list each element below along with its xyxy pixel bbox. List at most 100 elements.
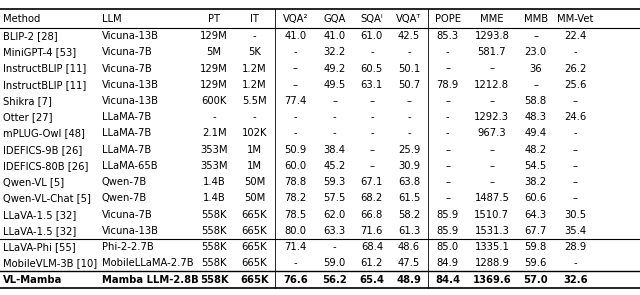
Text: 62.0: 62.0	[324, 210, 346, 219]
Text: MobileLLaMA-2.7B: MobileLLaMA-2.7B	[102, 258, 193, 268]
Text: -: -	[407, 112, 411, 122]
Text: 61.3: 61.3	[398, 226, 420, 236]
Text: Vicuna-7B: Vicuna-7B	[102, 210, 152, 219]
Text: –: –	[533, 80, 538, 90]
Text: 1.2M: 1.2M	[242, 64, 267, 73]
Text: 30.9: 30.9	[398, 161, 420, 171]
Text: 558K: 558K	[202, 258, 227, 268]
Text: InstructBLIP [11]: InstructBLIP [11]	[3, 64, 86, 73]
Text: 49.5: 49.5	[324, 80, 346, 90]
Text: 665K: 665K	[240, 275, 269, 284]
Text: -: -	[446, 112, 449, 122]
Text: 85.0: 85.0	[436, 242, 459, 252]
Text: –: –	[293, 80, 298, 90]
Text: 50.9: 50.9	[284, 145, 307, 155]
Text: -: -	[370, 112, 374, 122]
Text: 66.8: 66.8	[361, 210, 383, 219]
Text: BLIP-2 [28]: BLIP-2 [28]	[3, 31, 57, 41]
Text: Vicuna-13B: Vicuna-13B	[102, 80, 159, 90]
Text: 558K: 558K	[202, 226, 227, 236]
Text: -: -	[333, 129, 337, 138]
Text: 5K: 5K	[248, 47, 261, 57]
Text: 76.6: 76.6	[283, 275, 308, 284]
Text: 1487.5: 1487.5	[474, 194, 509, 203]
Text: GQA: GQA	[324, 14, 346, 24]
Text: 48.9: 48.9	[397, 275, 421, 284]
Text: 85.9: 85.9	[436, 210, 459, 219]
Text: MME: MME	[480, 14, 504, 24]
Text: 665K: 665K	[241, 242, 268, 252]
Text: 67.1: 67.1	[361, 177, 383, 187]
Text: 1M: 1M	[247, 161, 262, 171]
Text: -: -	[294, 258, 297, 268]
Text: 665K: 665K	[241, 226, 268, 236]
Text: -: -	[333, 112, 337, 122]
Text: 28.9: 28.9	[564, 242, 586, 252]
Text: Vicuna-7B: Vicuna-7B	[102, 47, 152, 57]
Text: 59.0: 59.0	[324, 258, 346, 268]
Text: 32.2: 32.2	[324, 47, 346, 57]
Text: 78.5: 78.5	[284, 210, 307, 219]
Text: 5.5M: 5.5M	[242, 96, 267, 106]
Text: –: –	[573, 161, 578, 171]
Text: 129M: 129M	[200, 31, 228, 41]
Text: 25.6: 25.6	[564, 80, 586, 90]
Text: 58.2: 58.2	[398, 210, 420, 219]
Text: 48.2: 48.2	[525, 145, 547, 155]
Text: 49.4: 49.4	[525, 129, 547, 138]
Text: 58.8: 58.8	[525, 96, 547, 106]
Text: –: –	[369, 161, 374, 171]
Text: 49.2: 49.2	[324, 64, 346, 73]
Text: 1335.1: 1335.1	[474, 242, 509, 252]
Text: 600K: 600K	[202, 96, 227, 106]
Text: -: -	[407, 129, 411, 138]
Text: -: -	[446, 47, 449, 57]
Text: –: –	[369, 145, 374, 155]
Text: -: -	[294, 129, 297, 138]
Text: –: –	[406, 96, 412, 106]
Text: 67.7: 67.7	[525, 226, 547, 236]
Text: Otter [27]: Otter [27]	[3, 112, 52, 122]
Text: –: –	[445, 161, 450, 171]
Text: -: -	[446, 129, 449, 138]
Text: 1510.7: 1510.7	[474, 210, 509, 219]
Text: -: -	[253, 112, 256, 122]
Text: –: –	[573, 194, 578, 203]
Text: 50.1: 50.1	[398, 64, 420, 73]
Text: Vicuna-13B: Vicuna-13B	[102, 226, 159, 236]
Text: -: -	[573, 47, 577, 57]
Text: -: -	[573, 129, 577, 138]
Text: 42.5: 42.5	[398, 31, 420, 41]
Text: 353M: 353M	[200, 145, 228, 155]
Text: 2.1M: 2.1M	[202, 129, 227, 138]
Text: Mamba LLM-2.8B: Mamba LLM-2.8B	[102, 275, 198, 284]
Text: 85.3: 85.3	[436, 31, 459, 41]
Text: –: –	[445, 145, 450, 155]
Text: 129M: 129M	[200, 64, 228, 73]
Text: 71.6: 71.6	[361, 226, 383, 236]
Text: 30.5: 30.5	[564, 210, 586, 219]
Text: MobileVLM-3B [10]: MobileVLM-3B [10]	[3, 258, 97, 268]
Text: –: –	[490, 96, 494, 106]
Text: –: –	[573, 96, 578, 106]
Text: 57.0: 57.0	[524, 275, 548, 284]
Text: –: –	[445, 96, 450, 106]
Text: 54.5: 54.5	[525, 161, 547, 171]
Text: Qwen-VL-Chat [5]: Qwen-VL-Chat [5]	[3, 194, 90, 203]
Text: -: -	[370, 129, 374, 138]
Text: 353M: 353M	[200, 161, 228, 171]
Text: –: –	[293, 64, 298, 73]
Text: 78.2: 78.2	[284, 194, 307, 203]
Text: mPLUG-Owl [48]: mPLUG-Owl [48]	[3, 129, 84, 138]
Text: –: –	[490, 161, 494, 171]
Text: 38.2: 38.2	[525, 177, 547, 187]
Text: 50M: 50M	[244, 194, 265, 203]
Text: 558K: 558K	[202, 210, 227, 219]
Text: 25.9: 25.9	[398, 145, 420, 155]
Text: 65.4: 65.4	[359, 275, 385, 284]
Text: 61.0: 61.0	[361, 31, 383, 41]
Text: –: –	[573, 177, 578, 187]
Text: 63.1: 63.1	[361, 80, 383, 90]
Text: 61.2: 61.2	[361, 258, 383, 268]
Text: 32.6: 32.6	[563, 275, 588, 284]
